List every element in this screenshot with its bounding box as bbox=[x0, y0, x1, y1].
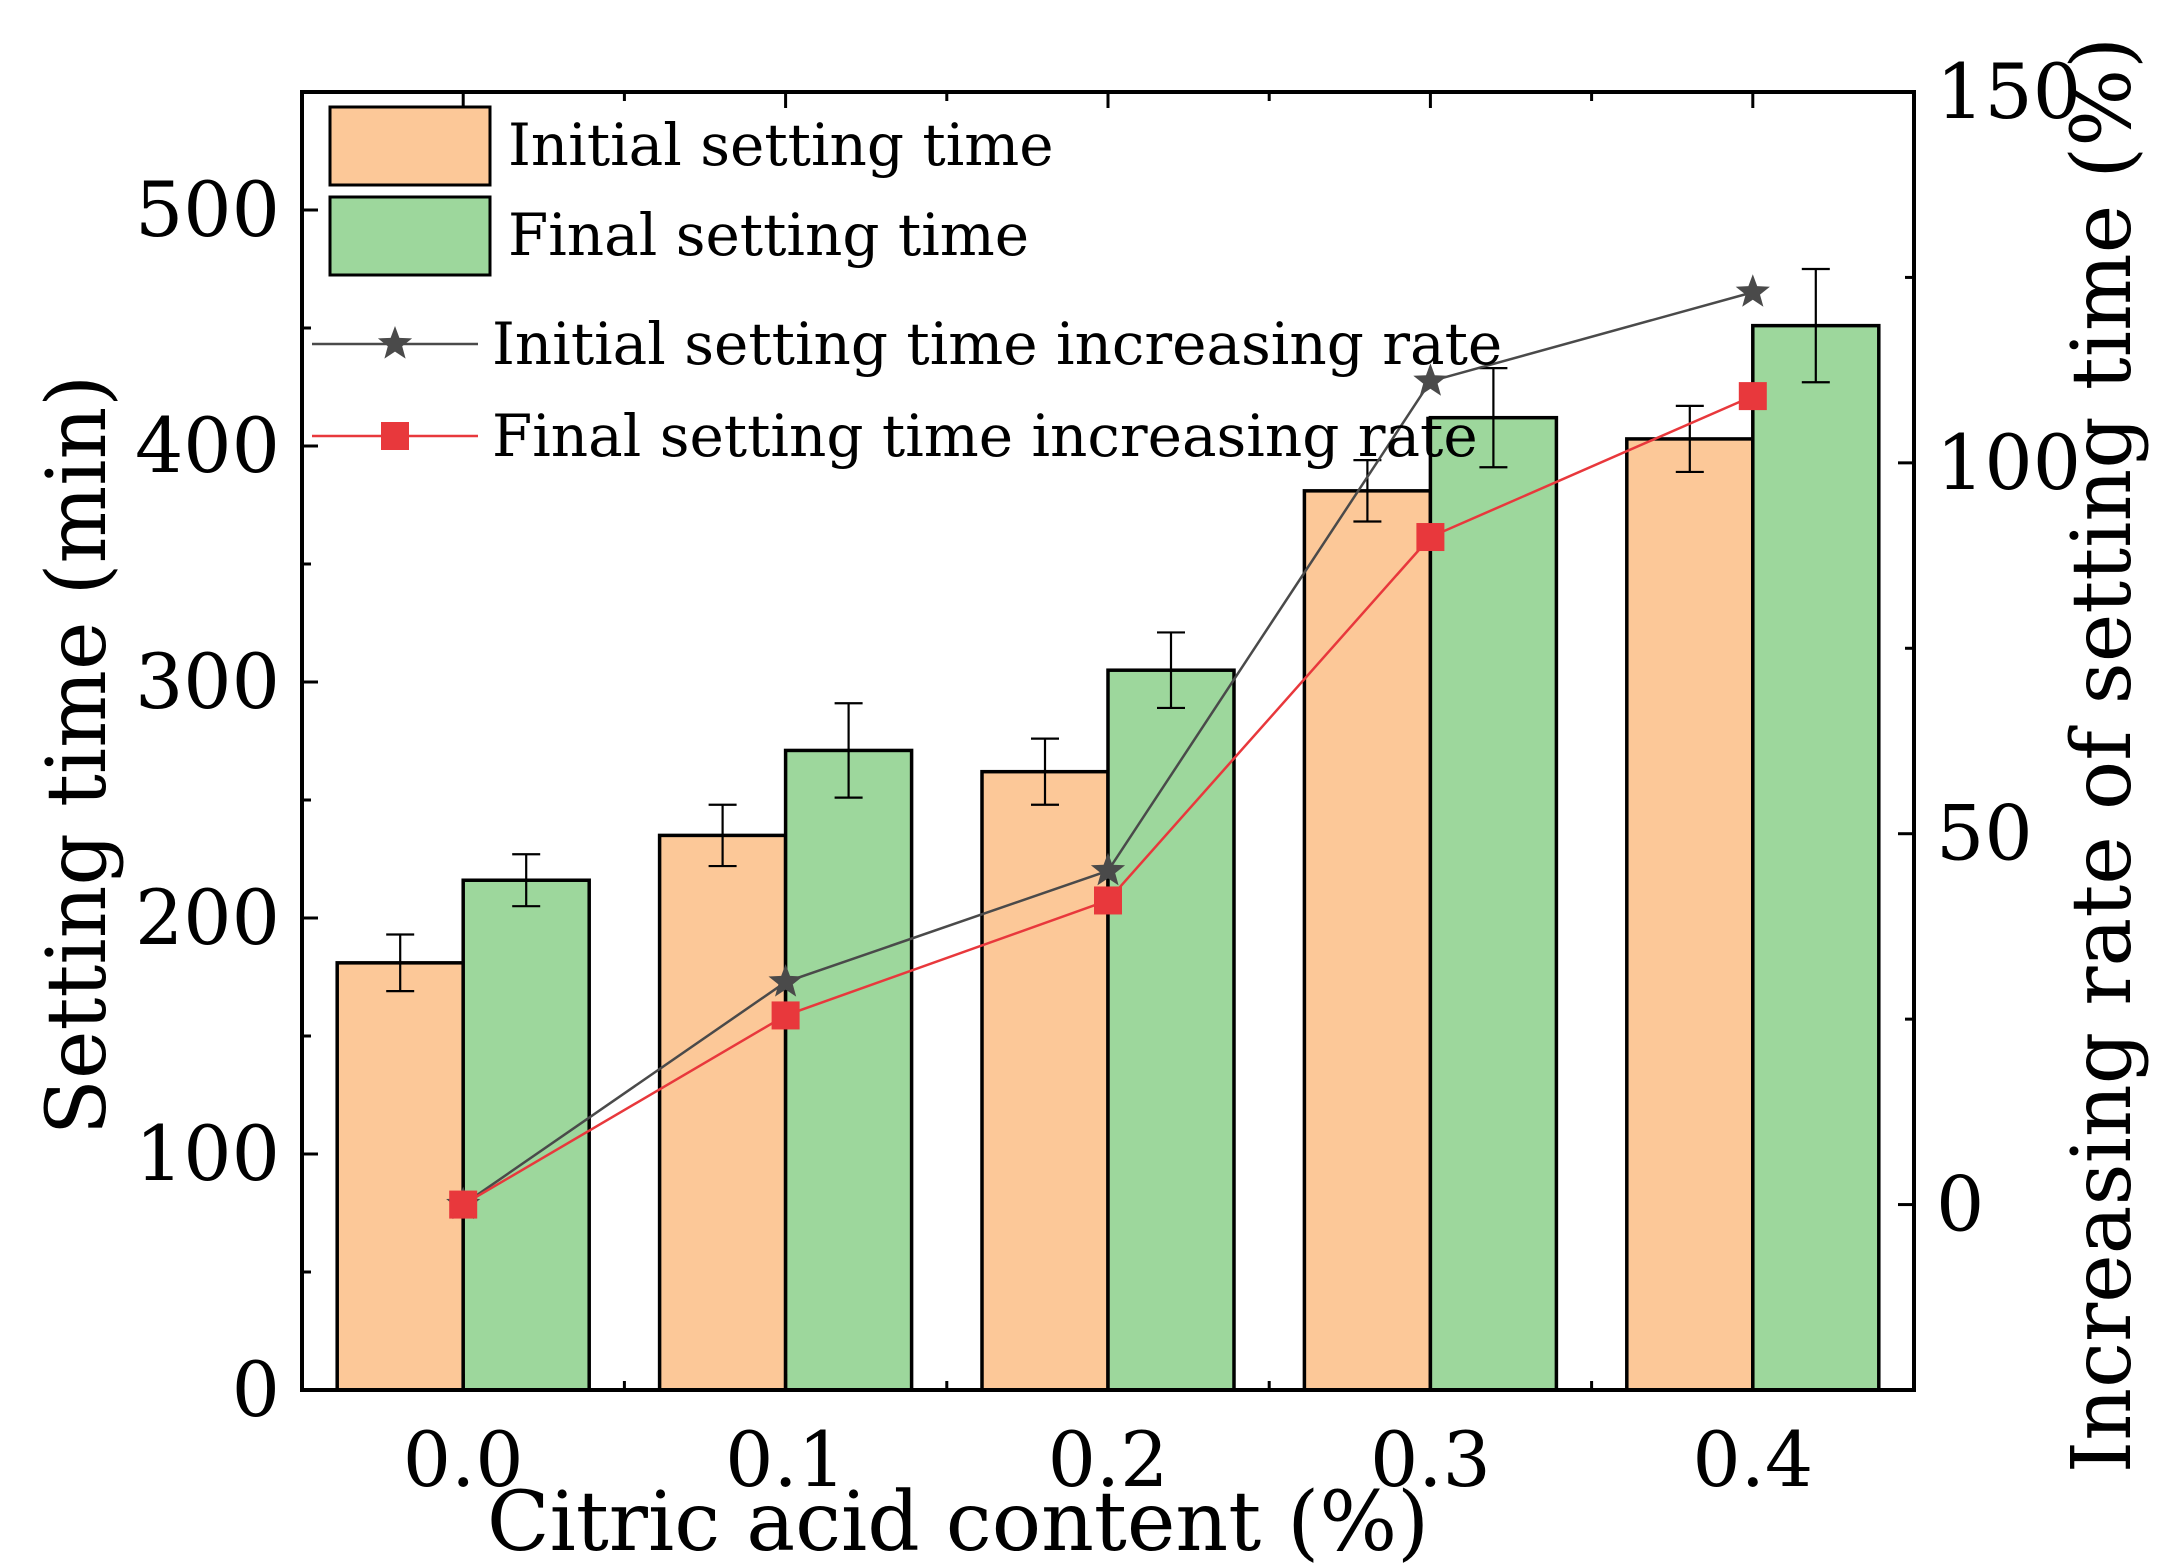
bar-initial-4 bbox=[1625, 437, 1755, 1392]
x-tick-label: 0.4 bbox=[1692, 1415, 1813, 1504]
x-axis-title: Citric acid content (%) bbox=[487, 1475, 1429, 1566]
x-tick-label: 0.0 bbox=[403, 1415, 524, 1504]
y-tick-label: 200 bbox=[135, 873, 280, 962]
rate-point-1-1 bbox=[771, 1001, 800, 1030]
bar-final-4 bbox=[1751, 323, 1881, 1392]
y-tick-label: 0 bbox=[232, 1345, 280, 1434]
legend-swatch-final bbox=[328, 195, 492, 277]
rate-point-1-4 bbox=[1738, 382, 1767, 411]
y-tick-label: 400 bbox=[135, 401, 280, 490]
axes-layer: 0 100 200 300 400 500 0 50 100 150 0.0 0.1 0.2 0.3 0.4 bbox=[135, 47, 2081, 1504]
bars-layer bbox=[335, 323, 1881, 1392]
rate-point-0-1 bbox=[768, 964, 803, 997]
rate-lines-layer bbox=[446, 274, 1770, 1220]
legend-marker-initial-rate bbox=[377, 326, 413, 359]
legend-swatch-initial bbox=[328, 105, 492, 187]
legend: Initial setting time Final setting time In… bbox=[312, 105, 1502, 470]
legend-marker-final-rate bbox=[381, 422, 409, 450]
y-tick-label: 500 bbox=[135, 165, 280, 254]
bar-initial-0 bbox=[335, 961, 465, 1392]
rate-point-1-2 bbox=[1094, 886, 1122, 915]
bar-final-0 bbox=[461, 878, 591, 1392]
y2-tick-label: 50 bbox=[1936, 789, 2033, 878]
bar-initial-1 bbox=[657, 833, 788, 1392]
x-tick-label: 0.3 bbox=[1370, 1415, 1491, 1504]
y2-tick-label: 0 bbox=[1936, 1160, 1984, 1249]
y2-tick-label: 150 bbox=[1936, 47, 2081, 136]
legend-label-initial-rate: Initial setting time increasing rate bbox=[492, 310, 1502, 378]
bar-initial-2 bbox=[980, 769, 1110, 1392]
y-tick-label: 300 bbox=[135, 637, 280, 726]
legend-label-final: Final setting time bbox=[508, 201, 1029, 269]
legend-label-initial: Initial setting time bbox=[508, 111, 1054, 179]
y-tick-label: 100 bbox=[135, 1109, 280, 1198]
rate-point-0-3 bbox=[1413, 363, 1448, 396]
bar-final-3 bbox=[1428, 415, 1559, 1392]
x-tick-label: 0.2 bbox=[1048, 1415, 1169, 1504]
bar-final-1 bbox=[783, 748, 914, 1392]
error-bars-layer bbox=[386, 267, 1830, 993]
legend-label-final-rate: Final setting time increasing rate bbox=[492, 402, 1478, 470]
rate-point-0-2 bbox=[1090, 852, 1126, 886]
y-axis-title: Setting time (min) bbox=[30, 375, 125, 1136]
rate-point-1-0 bbox=[449, 1190, 478, 1219]
y2-tick-label: 100 bbox=[1936, 418, 2081, 507]
bar-initial-3 bbox=[1302, 489, 1433, 1392]
y2-axis-title: Increasing rate of setting time (%) bbox=[2055, 37, 2150, 1473]
rate-point-1-3 bbox=[1416, 523, 1445, 552]
rate-point-0-4 bbox=[1735, 274, 1770, 307]
bar-final-2 bbox=[1106, 668, 1236, 1392]
x-tick-label: 0.1 bbox=[725, 1415, 846, 1504]
